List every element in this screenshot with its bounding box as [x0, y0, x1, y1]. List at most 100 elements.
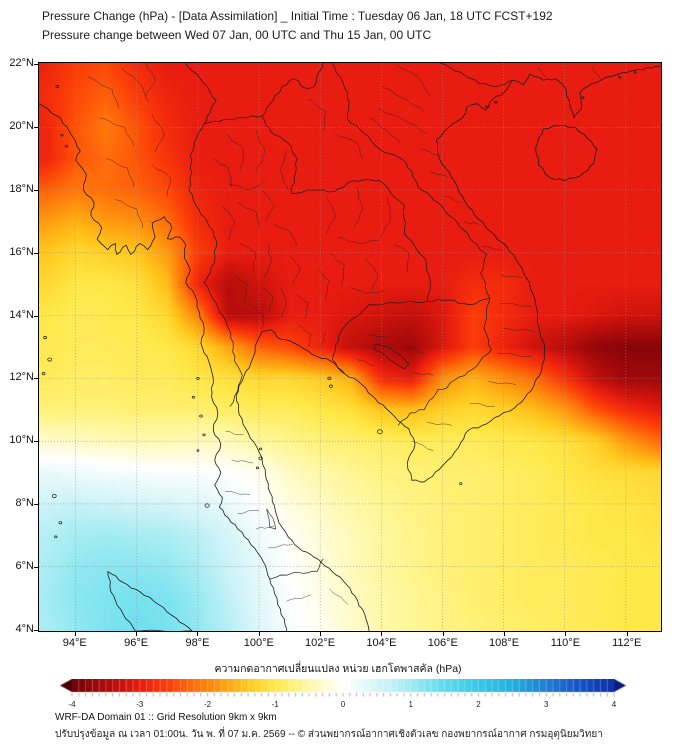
- footer-update-info: ปรับปรุงข้อมูล ณ เวลา 01:00น. วัน พ. ที่…: [55, 729, 603, 740]
- province-border: [500, 274, 523, 279]
- colorbar-tick-label: -1: [271, 700, 279, 709]
- province-border: [225, 133, 244, 172]
- province-border: [463, 221, 480, 225]
- coastline: [107, 571, 193, 631]
- province-border: [261, 287, 274, 313]
- country-border: [261, 63, 324, 117]
- province-border: [237, 202, 260, 228]
- island: [58, 521, 63, 525]
- lon-tick-label: 94°E: [62, 637, 87, 649]
- colorbar-tick-label: 4: [611, 700, 617, 709]
- country-border: [188, 124, 243, 407]
- lake-outline: [266, 508, 277, 530]
- colorbar-tick-label: 0: [340, 700, 346, 709]
- province-border: [445, 196, 461, 203]
- footer-domain-info: WRF-DA Domain 01 :: Grid Resolution 9km …: [55, 712, 277, 723]
- colorbar-tick-label: -4: [68, 700, 76, 709]
- island: [376, 429, 383, 435]
- colorbar-tick-label: 2: [476, 700, 481, 709]
- colorbar-tick-label: -2: [203, 700, 212, 709]
- province-border: [316, 268, 330, 301]
- lon-tick-label: 100°E: [243, 637, 274, 649]
- province-border: [274, 224, 298, 247]
- island: [47, 357, 53, 362]
- lake-outline: [373, 343, 410, 370]
- province-border: [381, 196, 391, 238]
- lon-tick-label: 102°E: [305, 637, 336, 649]
- province-border: [115, 199, 144, 228]
- province-border: [225, 491, 250, 495]
- province-border: [252, 306, 264, 329]
- province-border: [222, 205, 235, 241]
- island: [259, 447, 263, 451]
- province-border: [430, 171, 449, 178]
- lat-tick-mark: [34, 63, 38, 65]
- lat-tick-mark: [34, 630, 38, 632]
- province-border: [151, 114, 165, 153]
- province-border: [145, 63, 156, 97]
- province-border: [411, 371, 434, 376]
- lon-tick-mark: [565, 632, 567, 636]
- page-title: Pressure Change (hPa) - [Data Assimilati…: [42, 9, 553, 23]
- province-border: [350, 287, 385, 294]
- province-border: [225, 431, 244, 436]
- lon-tick-mark: [504, 632, 506, 636]
- lon-tick-label: 96°E: [124, 637, 149, 649]
- island: [191, 395, 195, 399]
- lat-tick-mark: [34, 378, 38, 380]
- province-border: [393, 243, 410, 272]
- island: [196, 376, 200, 380]
- lat-tick-label: 12°N: [9, 371, 34, 384]
- island: [51, 494, 57, 499]
- province-border: [231, 459, 253, 464]
- colorbar-tick-label: 1: [408, 700, 413, 709]
- country-border: [269, 558, 324, 580]
- lon-tick-label: 106°E: [427, 637, 458, 649]
- province-border: [240, 243, 257, 272]
- island: [258, 456, 263, 461]
- province-border: [411, 440, 434, 451]
- province-border: [356, 359, 376, 367]
- province-border: [234, 274, 248, 304]
- colorbar: [60, 679, 626, 698]
- lon-tick-label: 98°E: [185, 637, 210, 649]
- province-border: [261, 189, 275, 222]
- footer-block: WRF-DA Domain 01 :: Grid Resolution 9km …: [55, 709, 603, 743]
- province-border: [405, 346, 425, 354]
- lon-tick-mark: [74, 632, 76, 636]
- province-border: [121, 67, 150, 103]
- island: [55, 84, 60, 89]
- lon-tick-mark: [197, 632, 199, 636]
- island: [485, 105, 489, 109]
- country-border: [427, 298, 490, 305]
- province-border: [335, 133, 364, 159]
- province-border: [381, 86, 425, 112]
- lat-tick-mark: [34, 189, 38, 191]
- province-border: [369, 117, 400, 144]
- coastline: [39, 103, 288, 631]
- lat-tick-mark: [34, 252, 38, 254]
- province-border: [338, 236, 379, 244]
- province-border: [329, 252, 345, 285]
- island: [255, 466, 260, 470]
- island: [329, 384, 333, 388]
- country-border: [332, 63, 491, 299]
- country-border: [439, 63, 513, 87]
- island: [618, 75, 622, 79]
- province-border: [213, 158, 232, 188]
- province-border: [396, 64, 431, 97]
- country-border: [397, 298, 492, 426]
- lat-tick-label: 4°N: [15, 623, 34, 636]
- province-border: [319, 331, 327, 348]
- island: [327, 376, 332, 381]
- island: [196, 449, 200, 452]
- island: [60, 133, 64, 137]
- province-border: [289, 255, 301, 285]
- province-border: [469, 403, 495, 407]
- map-plot-area: [38, 62, 662, 632]
- lat-tick-label: 18°N: [9, 182, 34, 195]
- lat-tick-mark: [34, 126, 38, 128]
- province-border: [503, 327, 535, 332]
- province-border: [329, 588, 348, 605]
